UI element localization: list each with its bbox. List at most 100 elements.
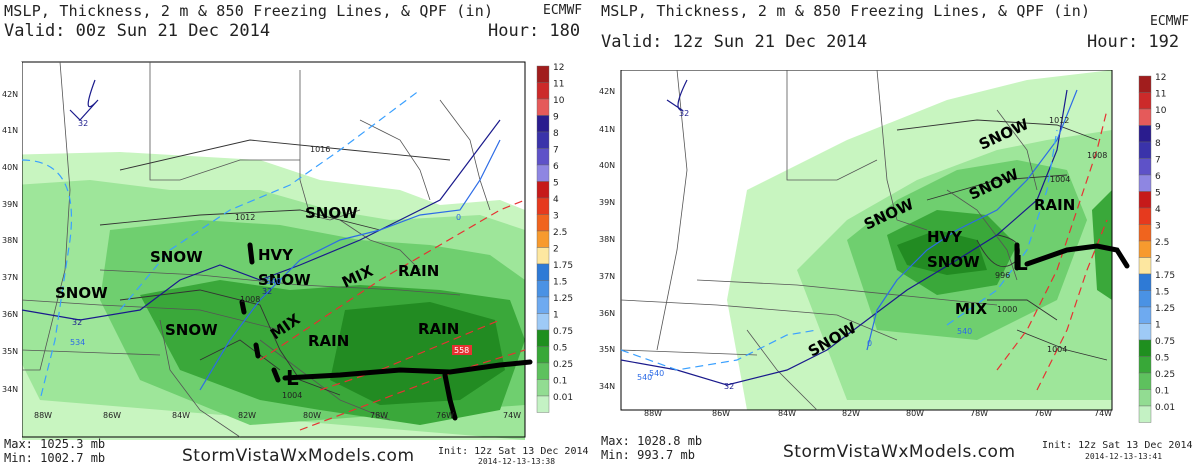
- map-panel-hour-180: MSLP, Thickness, 2 m & 850 Freezing Line…: [0, 2, 589, 466]
- isobar-label: 996: [995, 271, 1010, 280]
- legend-swatch: [536, 329, 550, 347]
- state-boundaries: [620, 70, 1038, 411]
- thickness-label: 540: [637, 373, 652, 382]
- site-watermark: StormVistaWxModels.com: [182, 446, 415, 466]
- qpf-legend: 12 11 10 9 8 7 6 5 4 3 2.5 2 1.75 1.5 1.25 1 0.75 0.5 0.25…: [1138, 73, 1175, 423]
- svg-text:88W: 88W: [34, 411, 52, 420]
- legend-swatch: [1138, 92, 1152, 110]
- legend-label: 11: [1155, 90, 1166, 100]
- legend-swatch: [536, 296, 550, 314]
- svg-text:82W: 82W: [238, 411, 256, 420]
- annotation-snow: SNOW: [165, 321, 218, 339]
- legend-label: 0.25: [1155, 370, 1175, 380]
- map-panel-hour-192: MSLP, Thickness, 2 m & 850 Freezing Line…: [597, 0, 1200, 470]
- svg-text:38N: 38N: [599, 235, 615, 244]
- svg-text:76W: 76W: [436, 411, 454, 420]
- legend-swatch: [536, 395, 550, 413]
- svg-text:41N: 41N: [2, 126, 18, 135]
- svg-text:74W: 74W: [1094, 409, 1112, 418]
- legend-swatch: [536, 346, 550, 364]
- svg-text:42N: 42N: [2, 90, 18, 99]
- model-name: ECMWF: [1150, 14, 1190, 29]
- legend-swatch: [536, 115, 550, 133]
- isobar-label: 1016: [310, 145, 330, 154]
- legend-swatch: [536, 313, 550, 331]
- svg-text:86W: 86W: [712, 409, 730, 418]
- thickness-lines: [21, 89, 526, 431]
- svg-text:74W: 74W: [503, 411, 521, 420]
- legend-swatch: [536, 247, 550, 265]
- svg-text:82W: 82W: [842, 409, 860, 418]
- qpf-legend: 12 11 10 9 8 7 6 5 4 3 2.5 2 1.75 1.5 1.25 1 0.75 0.5 0.25…: [536, 63, 573, 413]
- min-pressure: Min: 993.7 mb: [601, 448, 695, 462]
- annotation-snow: SNOW: [55, 284, 108, 302]
- isobar-label: 1000: [997, 305, 1017, 314]
- svg-text:76W: 76W: [1034, 409, 1052, 418]
- legend-swatch: [536, 280, 550, 298]
- max-pressure: Max: 1028.8 mb: [601, 434, 703, 448]
- freezing-label: 32: [679, 109, 689, 118]
- isobar-label: 1004: [1050, 175, 1070, 184]
- legend-swatch: [536, 181, 550, 199]
- legend-swatch: [536, 379, 550, 397]
- legend-label: 2.5: [553, 228, 567, 238]
- legend-label: 1.25: [553, 294, 573, 304]
- legend-label: 5: [553, 179, 559, 189]
- svg-text:37N: 37N: [2, 273, 18, 282]
- legend-swatch: [1138, 224, 1152, 242]
- valid-time: Valid: 12z Sun 21 Dec 2014: [601, 32, 868, 52]
- annotation-snow: SNOW: [258, 271, 311, 289]
- legend-swatch: [536, 131, 550, 149]
- qpf-shading: [0, 152, 525, 440]
- legend-label: 0.1: [1155, 387, 1169, 397]
- freezing-label: 32: [262, 287, 272, 296]
- annotation-rain: RAIN: [398, 262, 439, 280]
- legend-swatch: [1138, 405, 1152, 423]
- forecast-hour: Hour: 192: [1087, 32, 1180, 52]
- isobar-label: 1012: [235, 213, 255, 222]
- legend-swatch: [536, 164, 550, 182]
- legend-swatch: [1138, 125, 1152, 143]
- legend-label: 8: [1155, 139, 1161, 149]
- svg-text:41N: 41N: [599, 125, 615, 134]
- svg-text:35N: 35N: [599, 345, 615, 354]
- legend-label: 2.5: [1155, 238, 1169, 248]
- legend-label: 12: [553, 63, 564, 73]
- freezing-label: 0: [867, 339, 872, 348]
- max-pressure: Max: 1025.3 mb: [4, 437, 106, 451]
- legend-label: 0.1: [553, 377, 567, 387]
- thickness-label: 558: [454, 346, 469, 355]
- legend-label: 10: [1155, 106, 1167, 116]
- map-frame: [620, 70, 1113, 411]
- svg-text:34N: 34N: [599, 382, 615, 391]
- freezing-label: 32: [72, 318, 82, 327]
- annotation-snow: SNOW: [150, 248, 203, 266]
- svg-text:88W: 88W: [644, 409, 662, 418]
- legend-swatch: [1138, 174, 1152, 192]
- freezing-label: 32: [724, 382, 734, 391]
- legend-swatch: [536, 65, 550, 83]
- legend-swatch: [536, 197, 550, 215]
- legend-label: 0.5: [1155, 354, 1169, 364]
- thickness-label: 540: [266, 277, 281, 286]
- init-time: Init: 12z Sat 13 Dec 2014: [438, 446, 589, 457]
- legend-label: 5: [1155, 189, 1161, 199]
- legend-swatch: [1138, 372, 1152, 390]
- site-watermark: StormVistaWxModels.com: [783, 442, 1016, 462]
- annotation-hvy: HVY: [258, 246, 294, 264]
- legend-swatch: [536, 82, 550, 100]
- legend-swatch: [1138, 339, 1152, 357]
- legend-label: 0.01: [553, 393, 573, 403]
- freezing-lines: [21, 79, 501, 391]
- init-time: Init: 12z Sat 13 Dec 2014: [1042, 440, 1193, 451]
- thickness-label: 534: [70, 338, 85, 347]
- legend-label: 11: [553, 80, 564, 90]
- svg-text:37N: 37N: [599, 272, 615, 281]
- legend-swatch: [536, 362, 550, 380]
- svg-text:40N: 40N: [2, 163, 18, 172]
- isobar-label: 1004: [282, 391, 302, 400]
- valid-time: Valid: 00z Sun 21 Dec 2014: [4, 21, 271, 41]
- thickness-label: 540: [649, 369, 664, 378]
- legend-label: 1: [553, 311, 559, 321]
- legend-label: 12: [1155, 73, 1166, 83]
